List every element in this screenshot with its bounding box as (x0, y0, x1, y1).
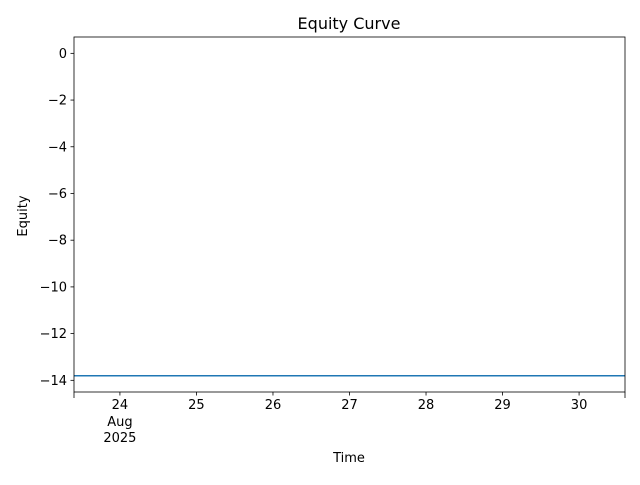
x-tick-label: 24 (112, 398, 129, 413)
y-tick-label: −4 (48, 140, 67, 155)
x-tick-year-label: 2025 (103, 431, 136, 446)
y-tick-label: −2 (48, 94, 67, 109)
x-tick-label: 30 (571, 398, 588, 413)
axes-frame (73, 36, 626, 393)
x-axis-label: Time (332, 451, 365, 466)
y-tick-label: −6 (48, 187, 67, 202)
x-tick-label: 26 (265, 398, 282, 413)
y-tick-label: −10 (40, 280, 67, 295)
y-tick-label: −14 (40, 374, 67, 389)
y-tick-label: −8 (48, 234, 67, 249)
x-tick-label: 28 (418, 398, 435, 413)
chart-title: Equity Curve (298, 14, 401, 33)
x-tick-month-label: Aug (107, 415, 132, 430)
y-tick-label: 0 (59, 47, 67, 62)
y-tick-label: −12 (40, 327, 67, 342)
x-tick-label: 27 (341, 398, 358, 413)
y-axis-label: Equity (16, 195, 31, 236)
x-tick-label: 29 (494, 398, 511, 413)
x-tick-label: 25 (188, 398, 205, 413)
